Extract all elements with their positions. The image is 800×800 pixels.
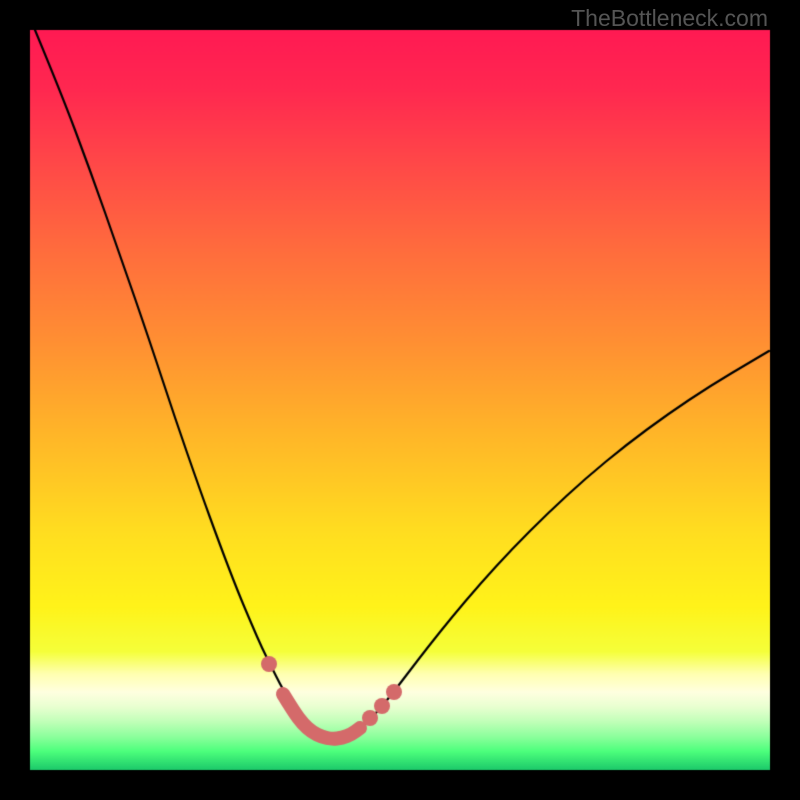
chart-container: TheBottleneck.com [0,0,800,800]
bottleneck-curve-canvas [0,0,800,800]
watermark-text: TheBottleneck.com [571,5,768,32]
